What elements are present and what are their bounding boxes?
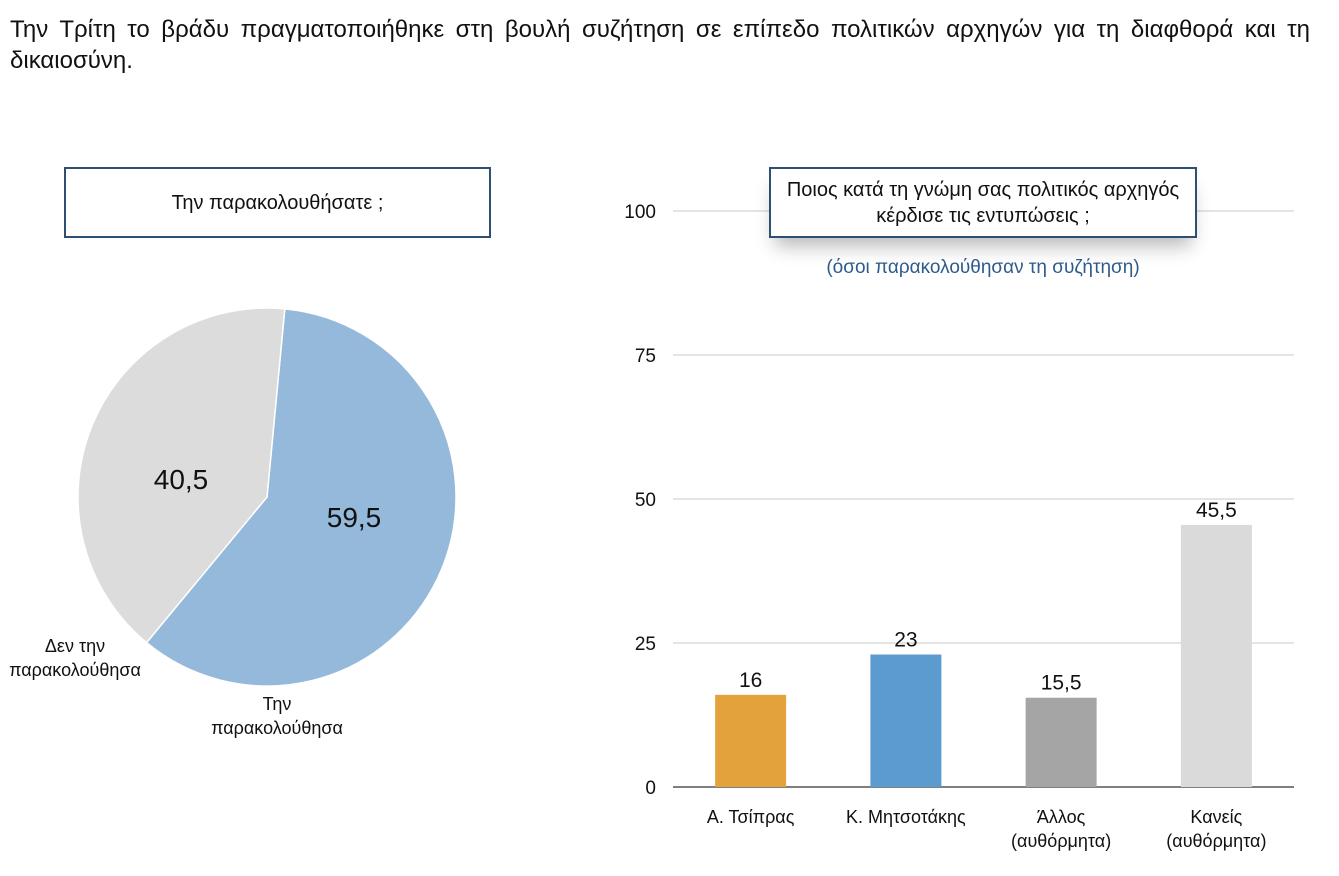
x-category-label: Κανείς <box>1190 807 1242 827</box>
pie-slice <box>145 308 457 687</box>
pie-chart-title: Την παρακολουθήσατε ; <box>64 167 491 238</box>
bar <box>715 694 787 787</box>
y-tick-label: 25 <box>635 634 656 655</box>
x-category-label: (αυθόρμητα) <box>1011 831 1111 851</box>
bar-chart-subtitle: (όσοι παρακολούθησαν τη συζήτηση) <box>826 257 1140 278</box>
y-tick-label: 0 <box>645 778 656 799</box>
bar-value-label: 23 <box>894 629 917 652</box>
pie-slice-label: Δεν την <box>45 636 105 656</box>
bar <box>870 654 942 787</box>
y-tick-label: 100 <box>624 202 656 223</box>
pie-slice <box>77 307 286 644</box>
bar <box>1025 697 1097 787</box>
pie-slice-label: Την <box>263 694 292 714</box>
bar <box>1180 524 1252 787</box>
y-tick-label: 75 <box>635 346 656 367</box>
pie-value-label: 40,5 <box>154 464 209 495</box>
pie-value-label: 59,5 <box>327 502 382 533</box>
bar-value-label: 15,5 <box>1041 672 1082 695</box>
x-category-label: Άλλος <box>1037 807 1086 827</box>
x-category-label: (αυθόρμητα) <box>1166 831 1266 851</box>
bar-value-label: 16 <box>739 669 762 692</box>
pie-slice-label: παρακολούθησα <box>211 718 343 738</box>
x-category-label: Α. Τσίπρας <box>707 807 795 827</box>
y-tick-label: 50 <box>635 490 656 511</box>
bar-chart-title: Ποιος κατά τη γνώμη σας πολιτικός αρχηγό… <box>769 167 1197 238</box>
intro-text: Την Τρίτη το βράδυ πραγματοποιήθηκε στη … <box>10 16 1310 74</box>
x-category-label: Κ. Μητσοτάκης <box>846 807 966 827</box>
bar-value-label: 45,5 <box>1196 499 1237 522</box>
pie-slice-label: παρακολούθησα <box>9 660 141 680</box>
